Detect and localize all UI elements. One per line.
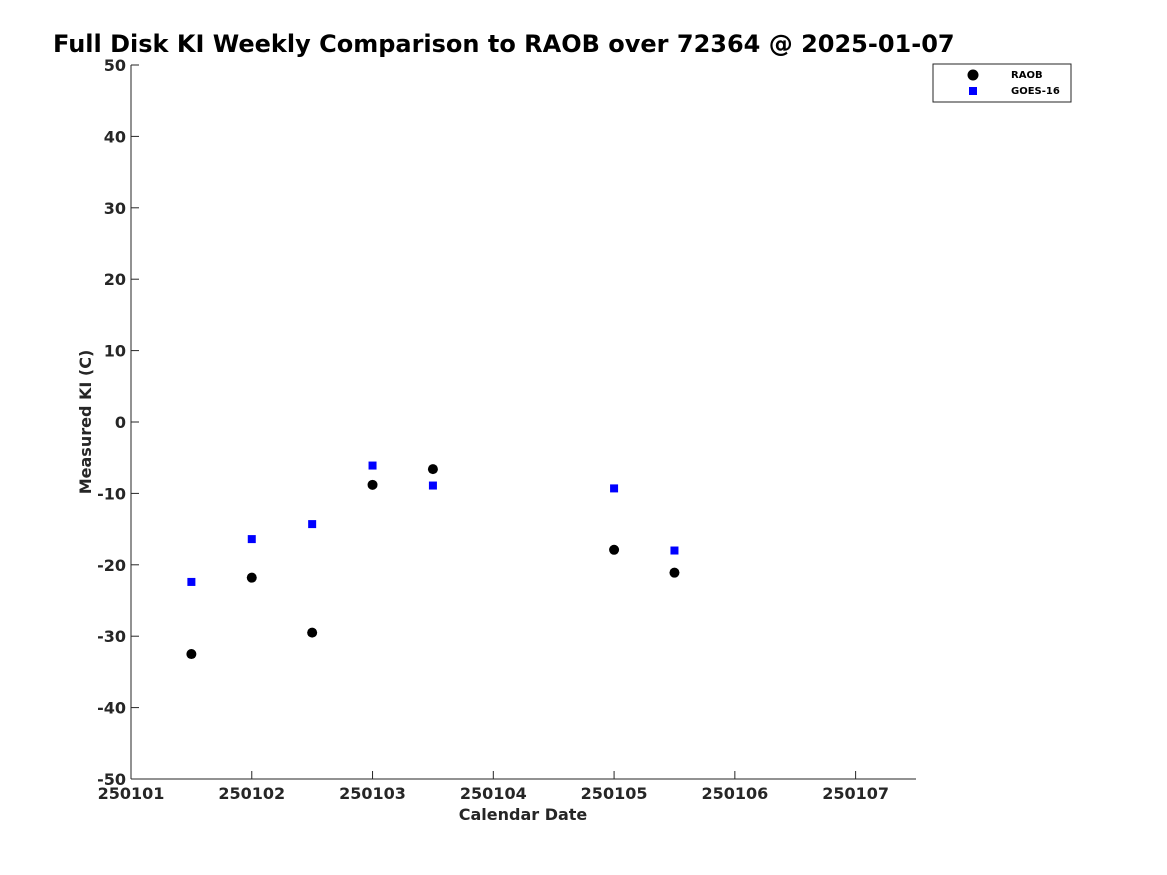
x-tick-label: 250103 <box>339 784 406 803</box>
goes16-point <box>610 484 619 493</box>
y-tick-label: 20 <box>104 270 126 289</box>
goes16-point <box>670 546 679 555</box>
raob-point <box>246 572 257 583</box>
y-tick-label: -20 <box>97 556 126 575</box>
raob-point <box>427 464 438 475</box>
x-tick-label: 250105 <box>581 784 648 803</box>
goes16-point <box>187 577 196 586</box>
x-tick-label: 250106 <box>701 784 768 803</box>
raob-point <box>669 567 680 578</box>
plot-axes: -50 -40 -30 -20 -10 0 10 20 30 40 50 250101 250102 25… <box>97 56 916 803</box>
y-tick-label: -30 <box>97 627 126 646</box>
legend-marker-raob <box>967 69 979 81</box>
legend-label-raob: RAOB <box>1011 70 1043 81</box>
y-tick-label: 0 <box>115 413 126 432</box>
y-tick-label: 40 <box>104 127 126 146</box>
goes16-point <box>308 520 317 529</box>
legend-box <box>932 63 1072 103</box>
raob-point <box>609 544 620 555</box>
x-tick-label: 250101 <box>98 784 165 803</box>
y-tick-label: -50 <box>97 770 126 789</box>
y-tick-label: 10 <box>104 342 126 361</box>
y-tick-label: -10 <box>97 484 126 503</box>
plot-marks <box>186 461 680 660</box>
raob-point <box>367 479 378 490</box>
y-tick-label: 50 <box>104 56 126 75</box>
legend-label-goes16: GOES-16 <box>1011 86 1060 97</box>
legend-marker-goes16 <box>969 87 977 95</box>
x-tick-label: 250107 <box>822 784 889 803</box>
raob-point <box>307 627 318 638</box>
goes16-point <box>368 461 377 470</box>
goes16-point <box>428 481 437 490</box>
chart-title: Full Disk KI Weekly Comparison to RAOB o… <box>53 30 955 58</box>
goes16-point <box>247 535 256 544</box>
y-tick-label: -40 <box>97 699 126 718</box>
x-tick-label: 250104 <box>460 784 527 803</box>
y-axis-label: Measured KI (C) <box>76 350 95 495</box>
raob-point <box>186 649 197 660</box>
chart-legend: RAOB GOES-16 <box>932 63 1072 103</box>
x-tick-label: 250102 <box>218 784 285 803</box>
y-tick-label: 30 <box>104 199 126 218</box>
x-axis-label: Calendar Date <box>459 805 588 824</box>
